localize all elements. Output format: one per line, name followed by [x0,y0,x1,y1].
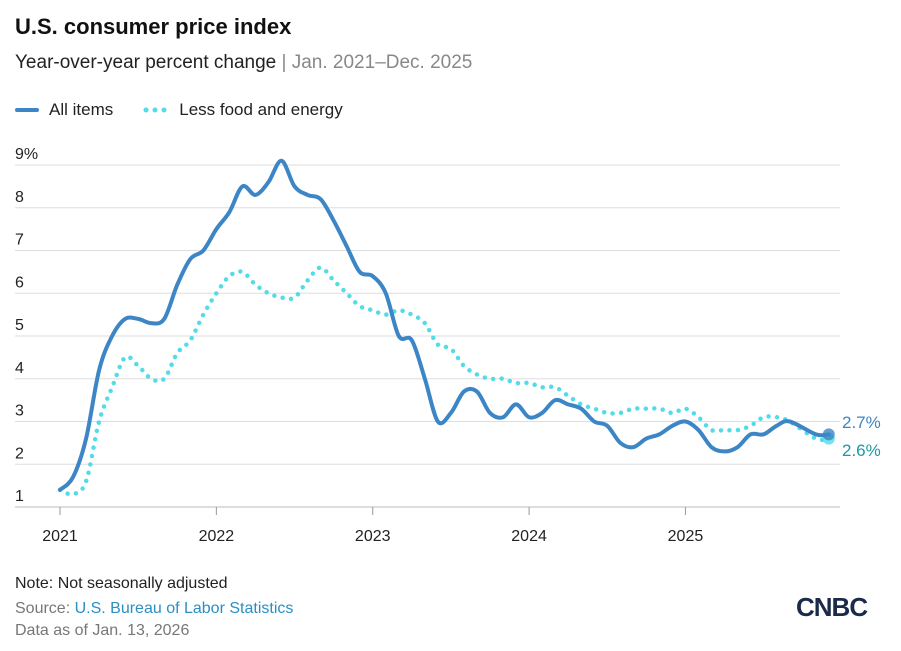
end-value-label: 2.6% [842,441,881,460]
note: Note: Not seasonally adjusted [15,575,228,592]
y-tick-label: 3 [15,403,24,420]
y-tick-label: 5 [15,317,24,334]
end-point-marker [822,428,835,441]
x-tick-label: 2023 [355,528,391,545]
y-tick-label: 1 [15,488,24,505]
chart-subtitle: Year-over-year percent change | Jan. 202… [15,52,473,73]
series-line-core [57,265,832,497]
source-link[interactable]: U.S. Bureau of Labor Statistics [74,600,294,617]
legend-swatch-core [143,107,170,113]
legend-label-all-items: All items [49,100,114,119]
x-tick-label: 2024 [511,528,547,545]
legend-label-core: Less food and energy [179,100,343,119]
legend-swatch-all-items [15,108,39,112]
cnbc-logo: CNBC [796,592,868,622]
y-tick-label: 2 [15,445,24,462]
x-tick-label: 2025 [668,528,704,545]
date-range: Jan. 2021–Dec. 2025 [291,52,473,73]
y-tick-label: 4 [15,360,24,377]
y-tick-label: 9% [15,146,38,163]
y-tick-label: 7 [15,232,24,249]
x-tick-label: 2021 [42,528,78,545]
y-tick-label: 6 [15,274,24,291]
series-line-all-items [58,158,831,492]
legend: All items Less food and energy [15,100,343,120]
chart-title: U.S. consumer price index [15,14,292,39]
source: Source: U.S. Bureau of Labor Statistics [15,600,294,617]
y-tick-label: 8 [15,189,24,206]
data-as-of: Data as of Jan. 13, 2026 [15,622,190,639]
end-value-label: 2.7% [842,413,881,432]
x-tick-label: 2022 [199,528,235,545]
